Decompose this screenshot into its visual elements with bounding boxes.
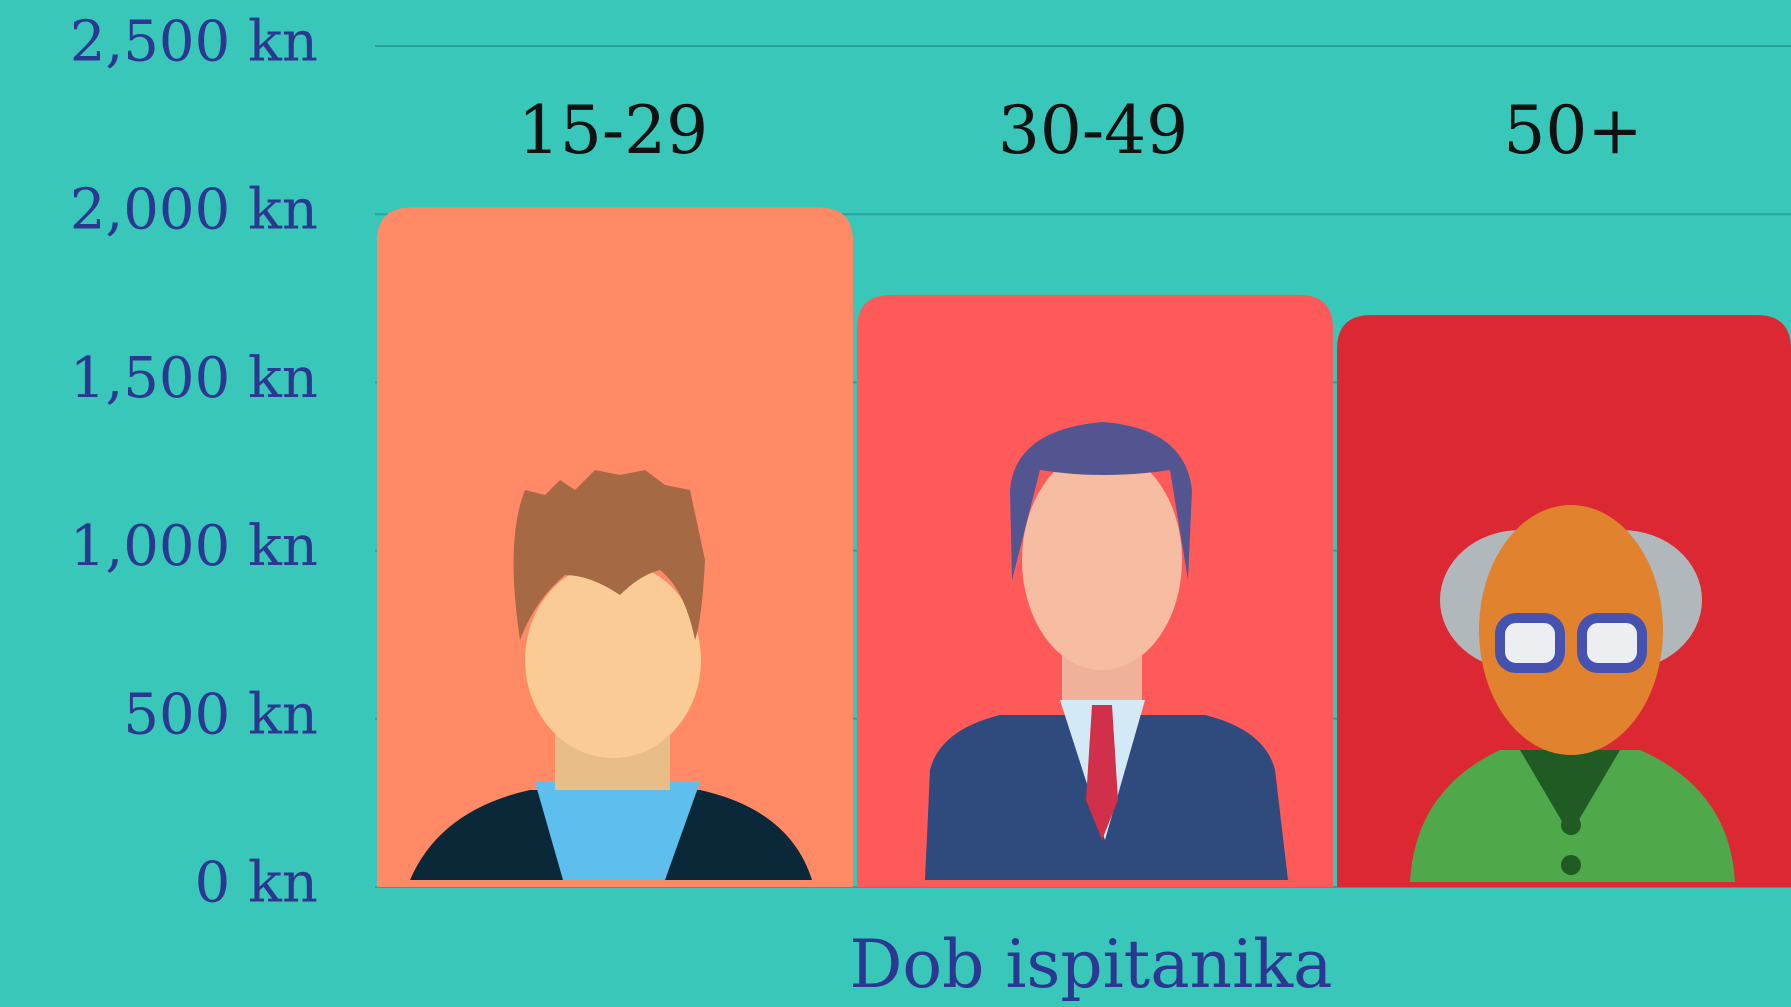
category-label: 15-29 — [518, 92, 708, 169]
y-tick-label: 500 kn — [123, 682, 318, 747]
category-label: 50+ — [1503, 92, 1642, 169]
y-tick-label: 2,500 kn — [70, 10, 318, 75]
icon-adult — [925, 422, 1288, 880]
y-tick-label: 2,000 kn — [70, 178, 318, 243]
y-tick-label: 1,500 kn — [70, 346, 318, 411]
category-label: 30-49 — [998, 92, 1188, 169]
icons — [410, 422, 1735, 882]
y-tick-label: 1,000 kn — [70, 514, 318, 579]
icon-senior — [1410, 505, 1735, 882]
x-axis-label: Dob ispitanika — [849, 926, 1332, 1003]
y-tick-label: 0 kn — [195, 851, 318, 916]
icon-young — [410, 470, 812, 880]
